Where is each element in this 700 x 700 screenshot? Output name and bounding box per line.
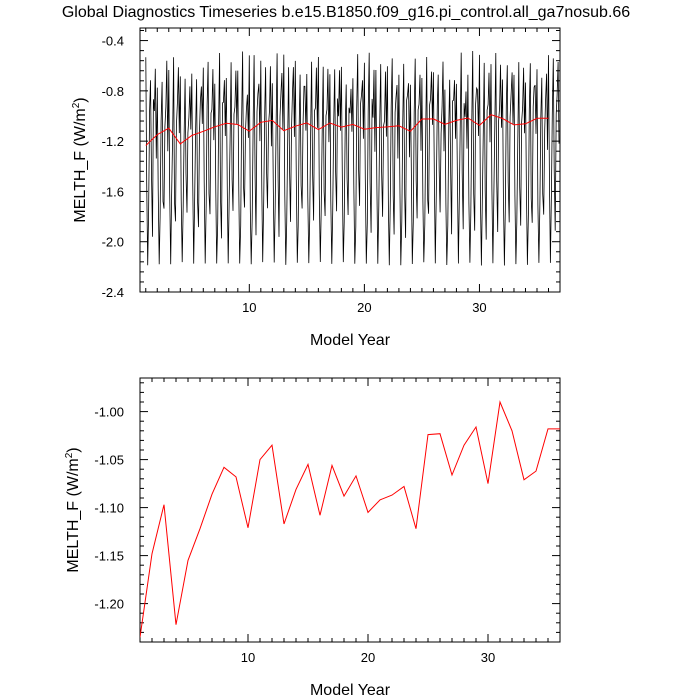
x-tick-label: 30 [481,650,495,665]
y-tick-label: -0.8 [102,84,124,99]
y-tick-label: -1.10 [94,501,124,516]
x-tick-label: 10 [241,650,255,665]
y-tick-label: -1.6 [102,184,124,199]
y-tick-label: -1.15 [94,549,124,564]
y-axis-label: MELTH_F (W/m2) [64,447,82,572]
annual-series-line [145,114,549,146]
plot-frame [139,377,561,643]
x-axis-label: Model Year [310,332,391,349]
y-tick-label: -0.4 [102,34,124,49]
top-panel: 10 20 30 -0.4 -0.8 -1.2 -1.6 -2.0 -2.4 Model Year… [71,27,561,349]
y-tick-label: -1.05 [94,453,124,468]
x-axis-label: Model Year [310,682,391,699]
x-tick-label: 20 [357,300,371,315]
y-tick-label: -1.00 [94,405,124,420]
monthly-series-line [145,50,560,266]
x-tick-label: 20 [361,650,375,665]
plot-frame [139,27,561,293]
y-axis-label: MELTH_F (W/m2) [71,97,89,222]
x-tick-label: 30 [472,300,486,315]
y-tick-label: -2.0 [102,235,124,250]
x-tick-label: 10 [242,300,256,315]
bottom-panel: 10 20 30 -1.00 -1.05 -1.10 -1.15 -1.20 Model Yea… [64,377,561,699]
y-tick-label: -1.20 [94,597,124,612]
annual-series-line [140,400,560,638]
y-tick-label: -1.2 [102,134,124,149]
y-tick-label: -2.4 [102,285,124,300]
chart-title: Global Diagnostics Timeseries b.e15.B185… [62,4,630,21]
